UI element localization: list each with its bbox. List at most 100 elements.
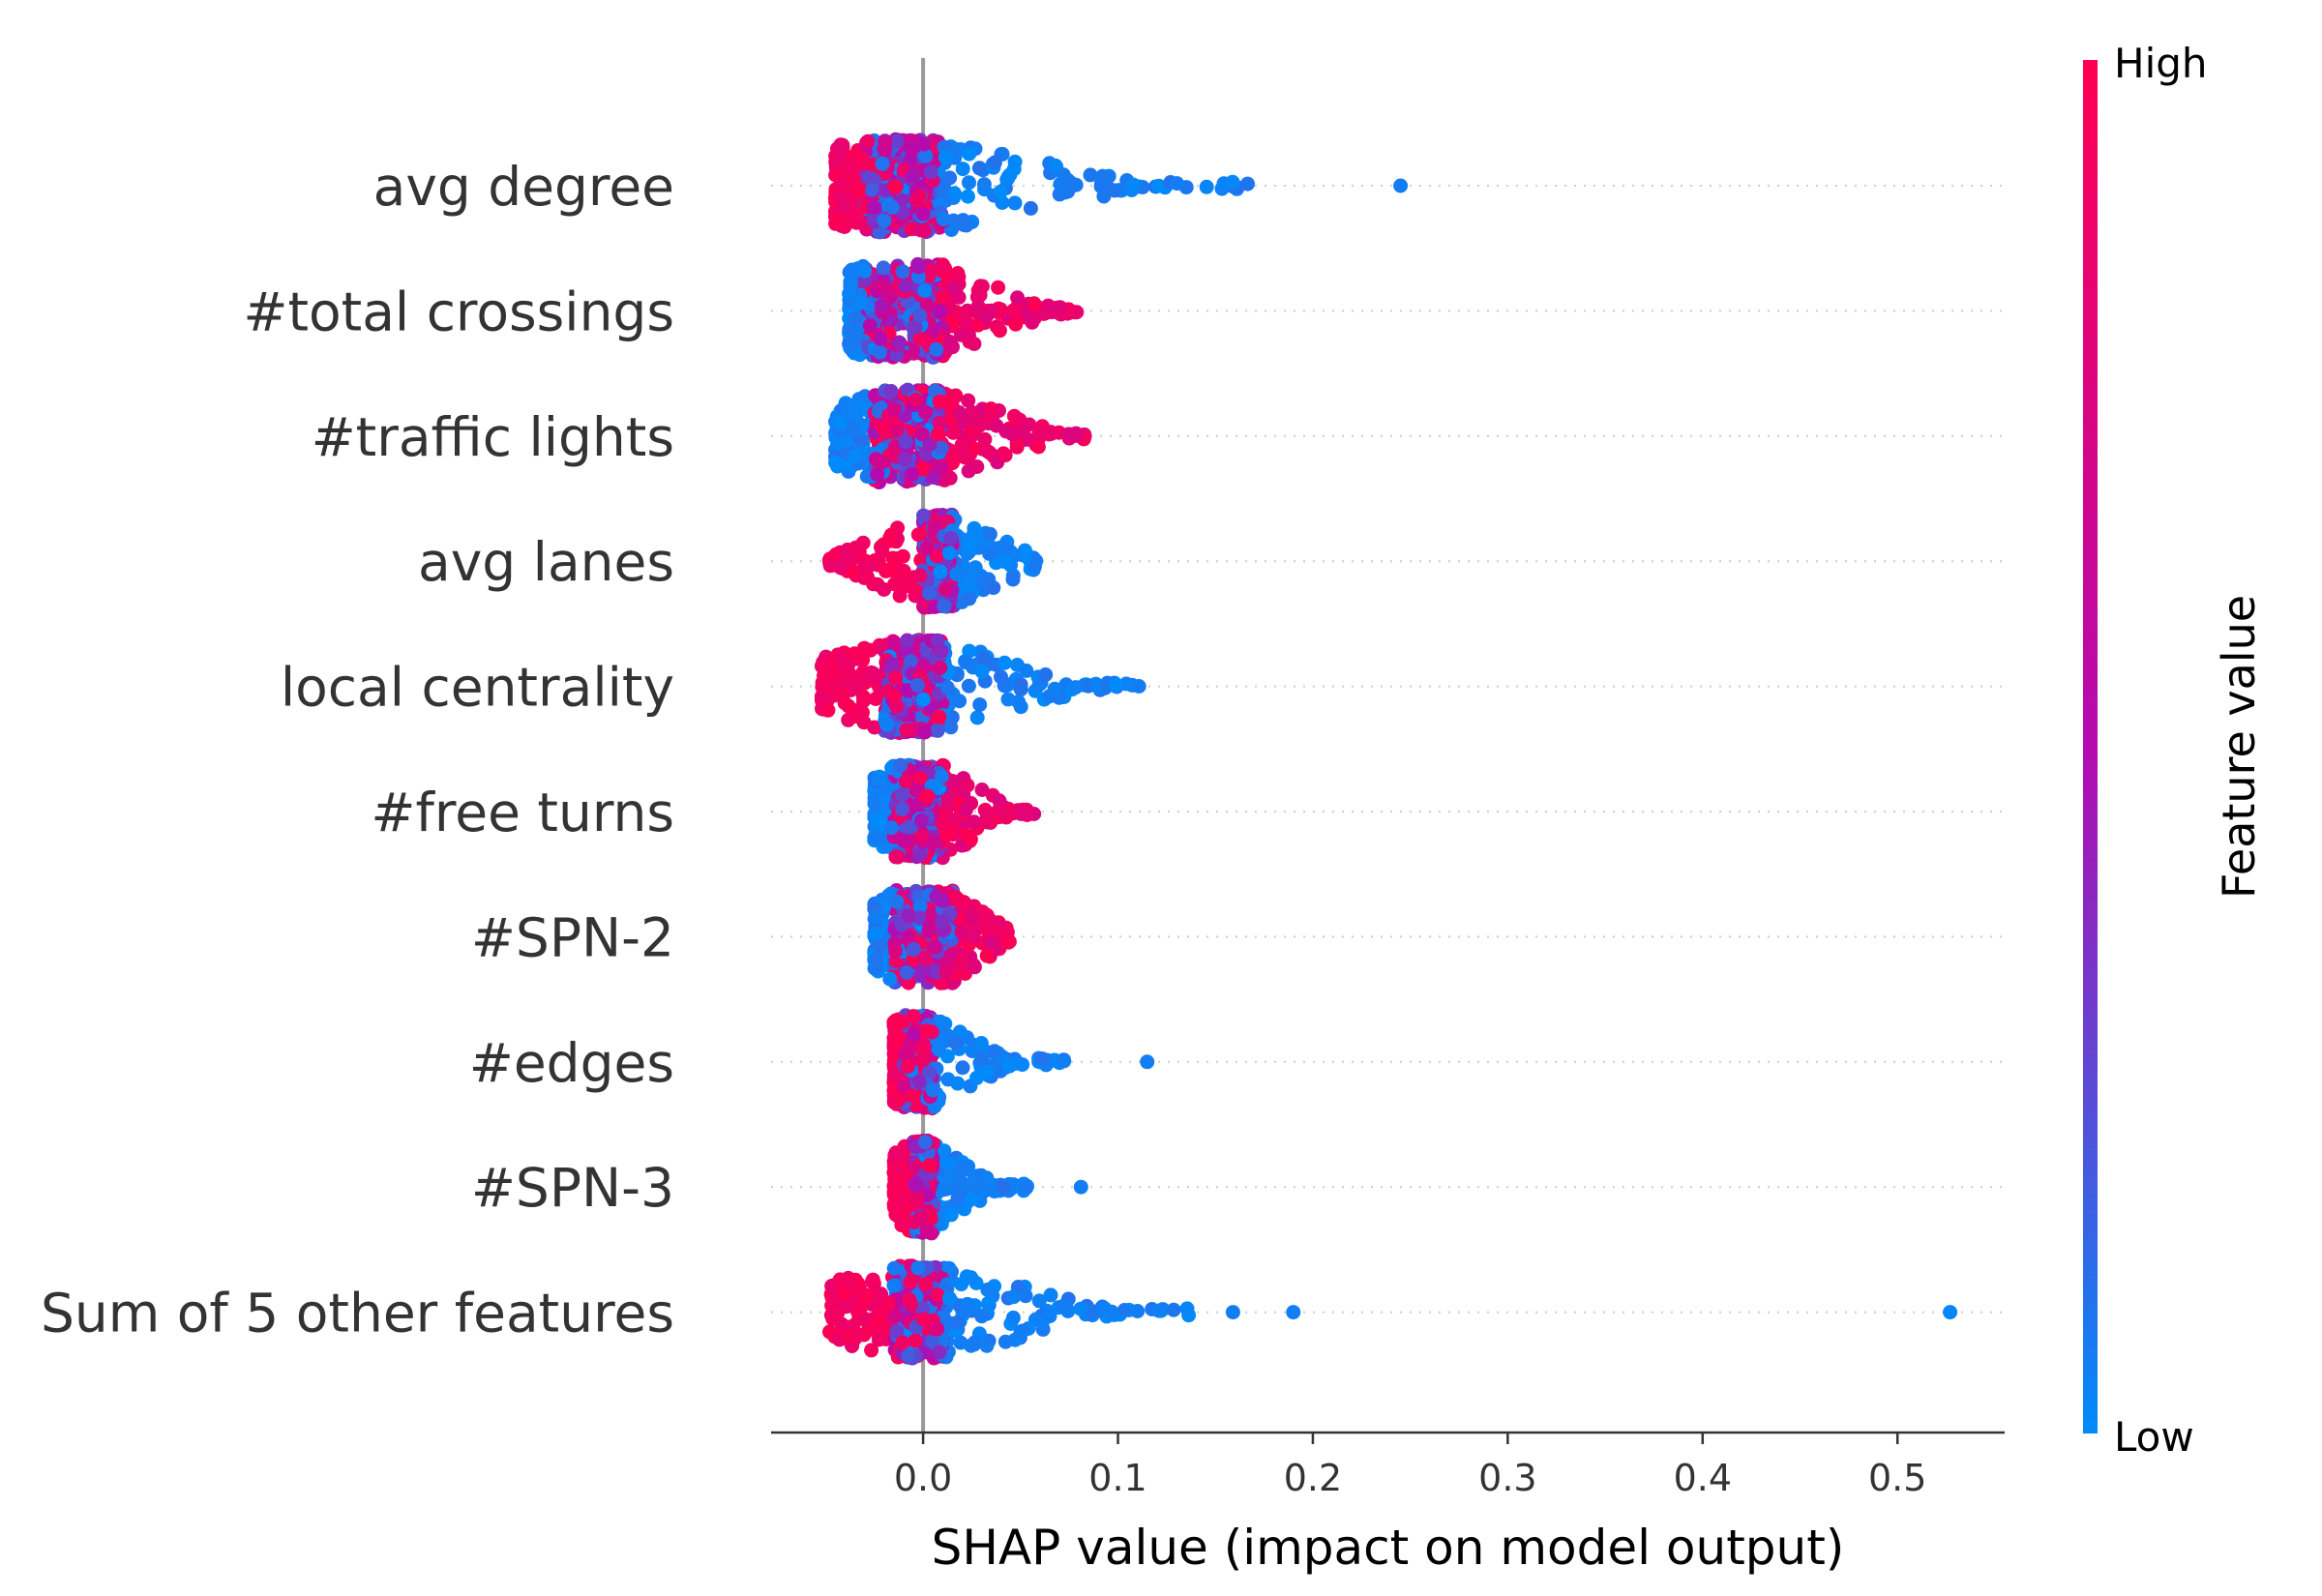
data-point	[962, 175, 976, 191]
data-point	[957, 309, 972, 324]
feature-row-points	[828, 132, 1409, 240]
data-point	[1096, 189, 1112, 204]
data-point	[1042, 689, 1057, 704]
data-point	[952, 1024, 968, 1040]
data-point	[957, 1201, 972, 1217]
data-point	[993, 184, 1008, 199]
data-point	[904, 141, 919, 157]
data-point	[875, 455, 890, 470]
data-point	[917, 1135, 933, 1150]
feature-row-points	[886, 1133, 1088, 1241]
data-point	[883, 533, 898, 548]
data-point	[894, 787, 909, 803]
outlier-point	[1393, 178, 1409, 193]
data-point	[982, 526, 997, 542]
data-point	[1005, 1310, 1021, 1325]
data-point	[912, 308, 928, 323]
data-point	[933, 564, 948, 579]
data-point	[927, 521, 941, 537]
data-point	[875, 156, 890, 171]
data-point	[962, 334, 977, 349]
data-point	[873, 344, 887, 360]
data-point	[1000, 692, 1016, 707]
data-point	[899, 964, 914, 980]
data-point	[1034, 1051, 1050, 1067]
data-point	[869, 926, 883, 941]
data-point	[946, 281, 962, 296]
data-point	[1001, 1058, 1017, 1074]
data-point	[901, 908, 915, 924]
data-point	[972, 697, 988, 712]
data-point	[968, 1178, 984, 1194]
data-point	[1031, 425, 1047, 440]
data-point	[1008, 316, 1024, 332]
data-point	[929, 341, 944, 357]
data-point	[1015, 1057, 1030, 1073]
data-point	[955, 1160, 970, 1175]
data-point	[1063, 175, 1078, 191]
data-point	[951, 269, 967, 284]
data-point	[907, 1026, 922, 1042]
data-point	[860, 570, 875, 585]
data-point	[1007, 195, 1023, 211]
data-point	[1057, 1053, 1072, 1069]
data-point	[911, 910, 927, 926]
data-point	[845, 336, 860, 351]
data-point	[959, 655, 973, 670]
data-point	[887, 1068, 903, 1083]
data-point	[961, 393, 976, 408]
data-point	[966, 564, 981, 579]
data-point	[1028, 553, 1044, 569]
data-point	[922, 437, 938, 452]
data-point	[913, 813, 929, 828]
data-point	[980, 1064, 995, 1079]
data-point	[945, 425, 961, 440]
data-point	[935, 914, 950, 930]
data-point	[1199, 179, 1214, 194]
data-point	[954, 437, 969, 453]
data-point	[950, 1190, 966, 1205]
data-point	[849, 147, 865, 163]
data-point	[1048, 158, 1063, 173]
data-point	[898, 278, 913, 293]
data-point	[1095, 168, 1111, 184]
data-point	[982, 546, 997, 561]
data-point	[936, 893, 951, 908]
data-point	[844, 262, 859, 278]
data-point	[900, 1058, 915, 1074]
data-point	[919, 298, 935, 313]
data-point	[935, 816, 950, 832]
data-point	[883, 820, 899, 836]
data-point	[984, 402, 999, 418]
data-point	[960, 189, 975, 204]
data-point	[1151, 178, 1167, 193]
data-point	[935, 289, 950, 304]
data-point	[932, 416, 947, 431]
data-point	[936, 212, 951, 226]
data-point	[892, 336, 908, 350]
data-point	[950, 1076, 966, 1091]
data-point	[926, 834, 941, 849]
data-point	[965, 1044, 980, 1059]
data-point	[1005, 572, 1021, 587]
data-point	[908, 319, 923, 335]
data-point	[924, 1226, 939, 1241]
outlier-point	[1073, 1179, 1088, 1195]
data-point	[934, 769, 949, 784]
data-point	[971, 161, 987, 176]
data-point	[992, 323, 1007, 339]
data-point	[1030, 439, 1046, 455]
data-point	[910, 527, 926, 543]
data-point	[841, 698, 856, 714]
data-point	[909, 678, 925, 693]
data-point	[845, 172, 860, 188]
feature-row-points	[842, 256, 1085, 365]
data-point	[967, 441, 981, 457]
data-point	[931, 1042, 946, 1057]
data-point	[915, 206, 931, 222]
data-point	[887, 689, 903, 704]
data-point	[891, 1197, 906, 1212]
data-point	[908, 393, 923, 407]
data-point	[1019, 806, 1034, 821]
data-point	[847, 449, 862, 464]
